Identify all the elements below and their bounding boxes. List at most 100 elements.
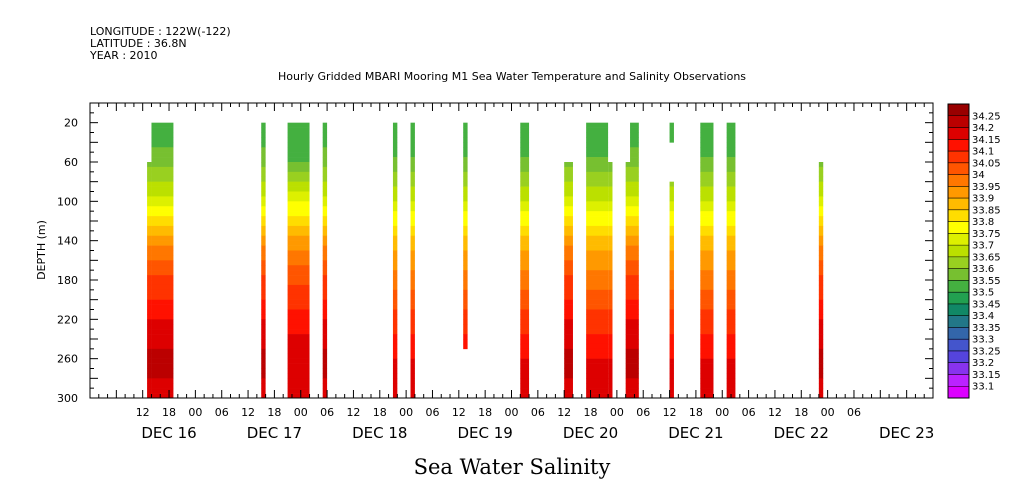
- data-cell: [392, 211, 398, 217]
- data-cell: [700, 284, 714, 291]
- data-cell: [625, 353, 639, 359]
- data-cell: [700, 196, 714, 202]
- data-cell: [151, 329, 174, 335]
- data-cell: [147, 230, 152, 237]
- data-cell: [700, 383, 714, 389]
- data-cell: [322, 206, 328, 212]
- data-cell: [151, 275, 174, 281]
- data-cell: [322, 334, 328, 340]
- data-cell: [726, 221, 736, 227]
- y-tick-label: 260: [57, 353, 78, 366]
- data-cell: [669, 314, 674, 320]
- data-cell: [669, 181, 674, 187]
- data-cell: [818, 196, 824, 202]
- data-cell: [287, 343, 310, 350]
- data-cell: [463, 319, 468, 325]
- data-cell: [564, 270, 573, 276]
- data-cell: [564, 206, 573, 212]
- data-cell: [586, 280, 609, 286]
- data-cell: [410, 171, 415, 178]
- data-cell: [287, 393, 310, 399]
- data-cell: [392, 314, 398, 320]
- data-cell: [287, 363, 310, 369]
- data-cell: [700, 137, 714, 143]
- data-cell: [410, 206, 415, 212]
- data-cell: [410, 157, 415, 163]
- data-cell: [151, 299, 174, 305]
- data-cell: [625, 348, 639, 355]
- data-cell: [463, 309, 468, 315]
- colorbar-label: 34.15: [972, 135, 1001, 146]
- colorbar-swatch: [948, 374, 969, 387]
- data-cell: [586, 240, 609, 246]
- data-cell: [700, 334, 714, 340]
- data-cell: [700, 260, 714, 266]
- colorbar-label: 33.2: [972, 358, 994, 369]
- data-cell: [410, 270, 415, 276]
- data-cell: [669, 201, 674, 207]
- data-cell: [669, 348, 674, 355]
- data-cell: [392, 334, 398, 340]
- data-cell: [564, 294, 573, 300]
- data-cell: [463, 166, 468, 173]
- data-cell: [669, 299, 674, 305]
- data-cell: [564, 363, 573, 369]
- x-tick-label: 06: [320, 406, 334, 419]
- data-cell: [261, 319, 266, 325]
- data-cell: [625, 388, 639, 394]
- data-cell: [151, 162, 174, 168]
- longitude-label: LONGITUDE : 122W(-122): [90, 25, 231, 38]
- data-cell: [586, 270, 609, 276]
- colorbar-label: 33.1: [972, 382, 994, 393]
- data-cell: [520, 299, 530, 305]
- data-cell: [287, 348, 310, 355]
- data-cell: [287, 275, 310, 281]
- y-axis-label: DEPTH (m): [35, 220, 48, 280]
- axes: 12 18 00 06 12 18 00 06 12 18 00 06 12 18 00 06 12 18 00 06…: [57, 102, 934, 442]
- data-cell: [261, 334, 266, 340]
- data-cell: [625, 265, 639, 271]
- data-cell: [463, 255, 468, 261]
- data-cell: [818, 334, 824, 340]
- data-cell: [520, 240, 530, 246]
- colorbar-swatch: [948, 268, 969, 281]
- data-cell: [669, 137, 674, 143]
- data-cell: [151, 142, 174, 148]
- data-cell: [726, 289, 736, 296]
- data-cell: [392, 250, 398, 256]
- data-cell: [410, 363, 415, 369]
- data-cell: [586, 324, 609, 330]
- data-cell: [700, 368, 714, 374]
- data-cell: [287, 353, 310, 359]
- data-cell: [520, 260, 530, 266]
- data-cell: [463, 221, 468, 227]
- data-cell: [392, 137, 398, 143]
- data-cell: [322, 235, 328, 241]
- data-cell: [147, 393, 152, 399]
- data-cell: [287, 240, 310, 246]
- data-cell: [287, 127, 310, 133]
- data-cell: [463, 147, 468, 153]
- data-cell: [625, 181, 639, 187]
- data-cell: [608, 221, 613, 227]
- data-cell: [410, 142, 415, 148]
- data-cell: [463, 230, 468, 237]
- colorbar-label: 33.4: [972, 311, 994, 322]
- x-tick-label: 18: [689, 406, 703, 419]
- data-cell: [608, 201, 613, 207]
- data-cell: [608, 299, 613, 305]
- data-cell: [392, 299, 398, 305]
- data-cell: [151, 196, 174, 202]
- data-cell: [410, 343, 415, 350]
- data-cell: [586, 211, 609, 217]
- data-cell: [700, 324, 714, 330]
- data-cell: [700, 314, 714, 320]
- data-cell: [410, 127, 415, 133]
- data-cell: [392, 363, 398, 369]
- data-cell: [818, 280, 824, 286]
- data-cell: [392, 383, 398, 389]
- data-cell: [520, 176, 530, 182]
- data-cell: [392, 216, 398, 222]
- data-cell: [520, 152, 530, 158]
- data-cell: [392, 270, 398, 276]
